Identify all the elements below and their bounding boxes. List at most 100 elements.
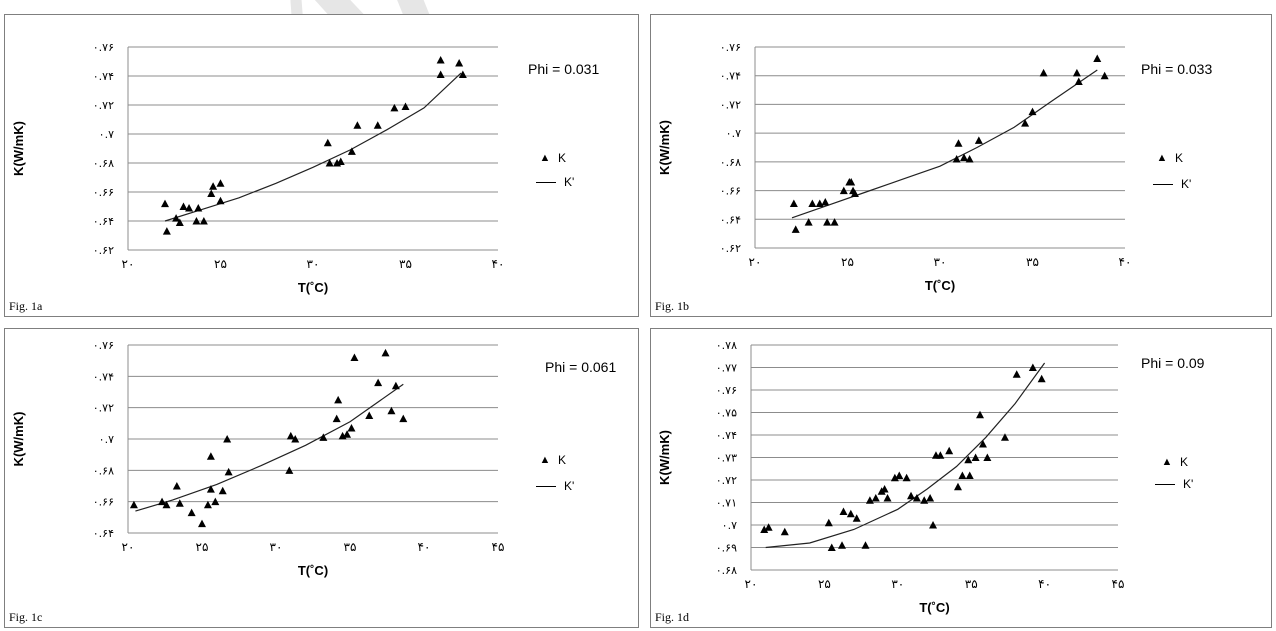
data-point-k: [760, 525, 769, 533]
panel-fig-1c: ۰.۶۴ ۰.۶۶ ۰.۶۸ ۰.۷ ۰.۷۲ ۰.۷۴ ۰.۷۶ ۲۰ ۲۵ ۳۰ ۳۵ ۴۰ ۴۵ T…: [4, 328, 639, 628]
data-point-k: [343, 430, 352, 438]
chart-fig-1d: ۰.۶۸ ۰.۶۹ ۰.۷ ۰.۷۱ ۰.۷۲ ۰.۷۳ ۰.۷۴ ۰.۷۵ ۰.۷۶ ۰.۷۷ ۰…: [657, 339, 1124, 615]
x-tick-label: ۳۰: [891, 577, 904, 591]
data-point-k: [847, 177, 856, 186]
data-point-k: [953, 482, 962, 491]
legend-k-prime-label: K': [564, 479, 575, 493]
y-axis-title: K(W/mK): [657, 430, 672, 485]
legend-triangle-icon: ▲: [1161, 456, 1173, 468]
fit-line-k-prime: [791, 69, 1098, 219]
x-tick-label: ۳۵: [344, 540, 357, 554]
data-point-k: [401, 102, 410, 110]
data-point-k: [971, 453, 980, 461]
y-tick-label: ۰.۷۶: [716, 384, 737, 397]
legend-k-label: K: [558, 151, 567, 165]
data-point-k: [964, 455, 973, 464]
x-tick-label: ۳۰: [307, 257, 320, 271]
legend-line-icon: [536, 181, 556, 183]
data-point-k: [390, 103, 399, 112]
data-point-k: [827, 543, 836, 551]
y-axis-title: K(W/mK): [11, 412, 26, 467]
data-point-k: [286, 431, 295, 440]
x-tick-label: ۳۰: [934, 255, 947, 269]
data-point-k: [1100, 71, 1109, 80]
y-tick-label: ۰.۶۸: [720, 156, 741, 169]
figure-label: Fig. 1b: [655, 299, 690, 313]
legend-k-label: K: [1175, 151, 1184, 165]
data-point-k: [865, 496, 874, 504]
data-point-k: [353, 121, 362, 129]
phi-label: Phi = 0.031: [528, 61, 600, 77]
y-tick-label: ۰.۷۶: [93, 339, 114, 352]
data-point-k: [912, 494, 921, 502]
legend-triangle-icon: ▲: [1156, 152, 1168, 164]
legend-k-prime-label: K': [1181, 177, 1192, 191]
y-axis-title: K(W/mK): [11, 121, 26, 176]
panel-fig-1b: ۰.۶۲ ۰.۶۴ ۰.۶۶ ۰.۶۸ ۰.۷ ۰.۷۲ ۰.۷۴ ۰.۷۶ ۲۰ ۲۵ ۳۰ ۳۵ ۴…: [650, 14, 1272, 317]
data-point-k: [1039, 68, 1048, 77]
data-point-k: [907, 491, 916, 500]
data-point-k: [216, 196, 225, 205]
x-axis-title: T(˚C): [298, 563, 328, 578]
y-axis-title: K(W/mK): [657, 120, 672, 175]
phi-label: Phi = 0.033: [1141, 61, 1213, 77]
data-point-k: [332, 414, 341, 423]
data-point-k: [218, 486, 227, 495]
data-point-k: [211, 497, 220, 506]
data-point-k: [830, 218, 839, 226]
y-tick-label: ۰.۶۶: [93, 496, 114, 509]
data-point-k: [852, 514, 861, 522]
data-point-k: [804, 218, 813, 226]
x-tick-label: ۳۰: [270, 540, 283, 554]
data-point-k: [1028, 363, 1037, 371]
data-point-k: [838, 541, 847, 549]
data-point-k: [203, 500, 212, 509]
legend-line-icon: [536, 485, 556, 487]
y-tick-label: ۰.۶۴: [93, 215, 114, 228]
x-tick-label: ۴۰: [492, 257, 505, 271]
x-tick-label: ۲۰: [122, 540, 135, 554]
data-point-k: [347, 147, 356, 155]
y-tick-label: ۰.۷۱: [716, 497, 737, 510]
data-point-k: [223, 435, 232, 443]
y-tick-label: ۰.۶۸: [93, 157, 114, 170]
x-tick-label: ۳۵: [965, 577, 978, 591]
data-point-k: [890, 473, 899, 482]
data-point-k: [192, 217, 201, 225]
x-tick-label: ۲۰: [122, 257, 135, 271]
data-point-k: [926, 494, 935, 502]
y-tick-label: ۰.۶۴: [93, 527, 114, 540]
data-point-k: [1021, 119, 1030, 127]
x-tick-label: ۲۵: [214, 257, 227, 271]
data-point-k: [206, 452, 215, 460]
data-point-k: [207, 189, 216, 197]
data-point-k: [895, 471, 904, 479]
legend-k: ▲ K: [532, 453, 566, 467]
data-point-k: [965, 471, 974, 479]
legend-k-prime-label: K': [1183, 477, 1194, 491]
data-point-k: [194, 203, 203, 212]
data-point-k: [789, 199, 798, 207]
data-point-k: [162, 500, 171, 509]
x-tick-label: ۴۰: [418, 540, 431, 554]
data-point-k: [1072, 68, 1081, 77]
y-tick-label: ۰.۶۲: [720, 242, 741, 255]
data-point-k: [1012, 370, 1021, 378]
legend-line-icon: [1153, 183, 1173, 185]
data-point-k: [1000, 433, 1009, 441]
data-point-k: [336, 157, 345, 166]
data-point-k: [880, 485, 889, 493]
x-tick-label: ۲۰: [749, 255, 762, 269]
data-point-k: [172, 214, 181, 222]
x-tick-label: ۲۵: [841, 255, 854, 269]
x-tick-label: ۲۰: [745, 577, 758, 591]
data-point-k: [334, 395, 343, 404]
data-point-k: [350, 353, 359, 362]
data-point-k: [199, 217, 208, 225]
data-point-k: [291, 435, 300, 443]
data-point-k: [436, 70, 445, 79]
y-tick-label: ۰.۷۲: [93, 99, 114, 112]
figure-label: Fig. 1a: [9, 299, 43, 313]
data-point-k: [285, 466, 294, 474]
data-point-k: [823, 218, 832, 226]
